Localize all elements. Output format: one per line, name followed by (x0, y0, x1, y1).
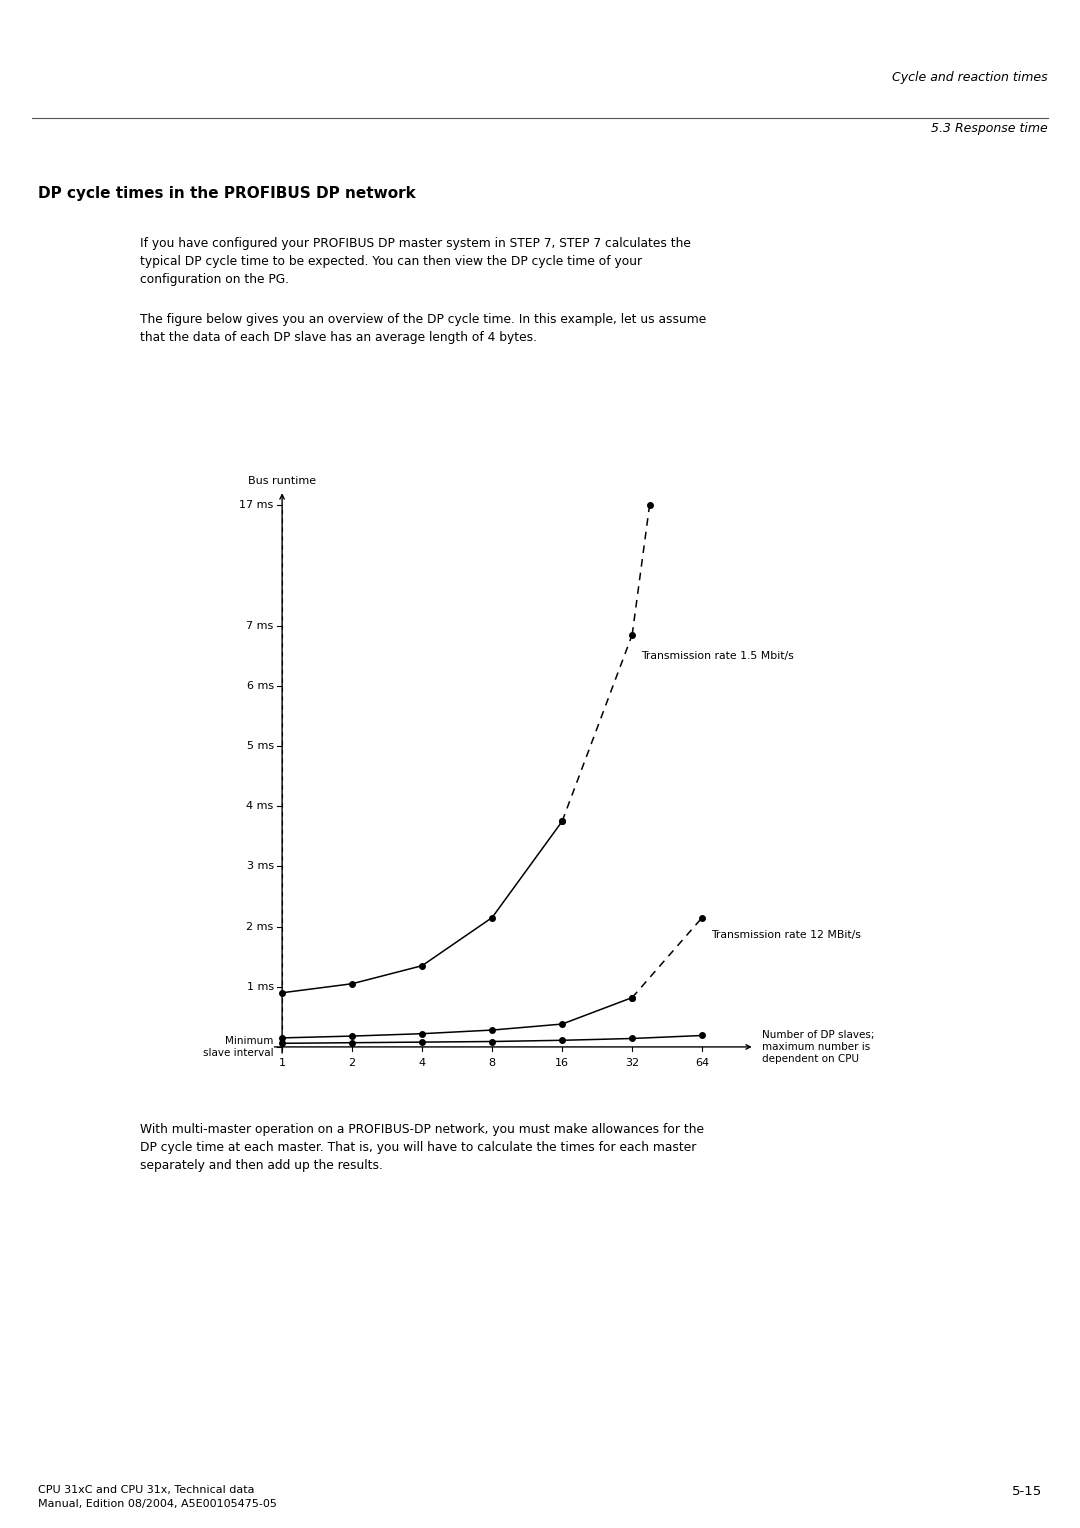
Text: 32: 32 (625, 1057, 639, 1068)
Text: If you have configured your PROFIBUS DP master system in STEP 7, STEP 7 calculat: If you have configured your PROFIBUS DP … (140, 237, 691, 286)
Text: 16: 16 (555, 1057, 569, 1068)
Text: Cycle and reaction times: Cycle and reaction times (892, 70, 1048, 84)
Text: 3 ms: 3 ms (246, 862, 273, 871)
Text: Number of DP slaves;
maximum number is
dependent on CPU: Number of DP slaves; maximum number is d… (761, 1030, 874, 1065)
Text: 4: 4 (419, 1057, 426, 1068)
Text: 4 ms: 4 ms (246, 801, 273, 811)
Text: 8: 8 (488, 1057, 496, 1068)
Text: 2 ms: 2 ms (246, 921, 273, 932)
Text: 17 ms: 17 ms (240, 500, 273, 510)
Text: 64: 64 (696, 1057, 710, 1068)
Text: Bus runtime: Bus runtime (248, 477, 316, 486)
Text: With multi-master operation on a PROFIBUS-DP network, you must make allowances f: With multi-master operation on a PROFIBU… (140, 1123, 704, 1172)
Text: 7 ms: 7 ms (246, 620, 273, 631)
Text: Transmission rate 1.5 Mbit/s: Transmission rate 1.5 Mbit/s (640, 651, 794, 660)
Text: CPU 31xC and CPU 31x, Technical data
Manual, Edition 08/2004, A5E00105475-05: CPU 31xC and CPU 31x, Technical data Man… (38, 1485, 276, 1510)
Text: DP cycle times in the PROFIBUS DP network: DP cycle times in the PROFIBUS DP networ… (38, 186, 416, 202)
Text: 5.3 Response time: 5.3 Response time (931, 122, 1048, 136)
Text: The figure below gives you an overview of the DP cycle time. In this example, le: The figure below gives you an overview o… (140, 313, 706, 344)
Text: 6 ms: 6 ms (246, 681, 273, 691)
Text: 5-15: 5-15 (1012, 1485, 1042, 1499)
Text: 1 ms: 1 ms (246, 983, 273, 992)
Text: 5 ms: 5 ms (246, 741, 273, 752)
Text: Minimum
slave interval: Minimum slave interval (203, 1036, 273, 1057)
Text: 1: 1 (279, 1057, 285, 1068)
Text: Transmission rate 12 MBit/s: Transmission rate 12 MBit/s (711, 929, 861, 940)
Text: 2: 2 (349, 1057, 355, 1068)
